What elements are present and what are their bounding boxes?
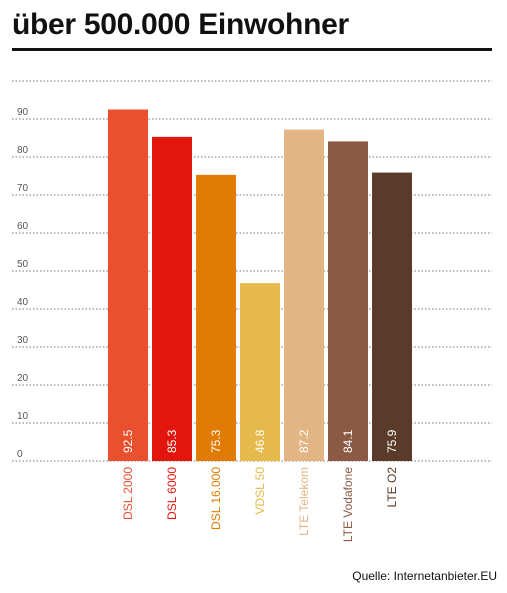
y-tick-label: 0 [17, 449, 23, 460]
y-tick-label: 70 [17, 183, 29, 194]
y-tick-label: 10 [17, 411, 29, 422]
category-label: VDSL 50 [253, 467, 267, 515]
value-label: 87.2 [297, 429, 311, 453]
y-tick-label: 30 [17, 335, 29, 346]
bar [240, 283, 280, 461]
bar [196, 174, 236, 462]
y-tick-label: 60 [17, 221, 29, 232]
source-note: Quelle: Internetanbieter.EU [352, 569, 497, 583]
chart-title: über 500.000 Einwohner [12, 8, 349, 41]
y-tick-label: 90 [17, 107, 29, 118]
value-label: 85.3 [165, 429, 179, 453]
value-label: 46.8 [253, 429, 267, 453]
category-label: LTE O2 [385, 467, 399, 508]
bar [108, 109, 148, 461]
bar [372, 172, 412, 461]
y-tick-label: 40 [17, 297, 29, 308]
bar [152, 136, 192, 462]
value-labels: 92.5 85.3 75.3 46.8 87.2 84.1 75.9 [121, 429, 399, 453]
category-labels: DSL 2000 DSL 6000 DSL 16.000 VDSL 50 LTE Tel… [121, 467, 399, 542]
value-label: 75.9 [385, 429, 399, 453]
category-label: DSL 16.000 [209, 467, 223, 530]
title-rule [12, 48, 492, 51]
bars [108, 109, 412, 462]
category-label: DSL 6000 [165, 467, 179, 520]
bar [328, 141, 368, 462]
y-tick-label: 20 [17, 373, 29, 384]
bar [284, 129, 324, 461]
category-label: LTE Vodafone [341, 467, 355, 542]
y-tick-label: 80 [17, 145, 29, 156]
category-label: LTE Telekom [297, 467, 311, 536]
category-label: DSL 2000 [121, 467, 135, 520]
value-label: 84.1 [341, 429, 355, 453]
value-label: 92.5 [121, 429, 135, 453]
value-label: 75.3 [209, 429, 223, 453]
y-tick-label: 50 [17, 259, 29, 270]
y-tick-labels: 0 10 20 30 40 50 60 70 80 90 [17, 107, 29, 460]
